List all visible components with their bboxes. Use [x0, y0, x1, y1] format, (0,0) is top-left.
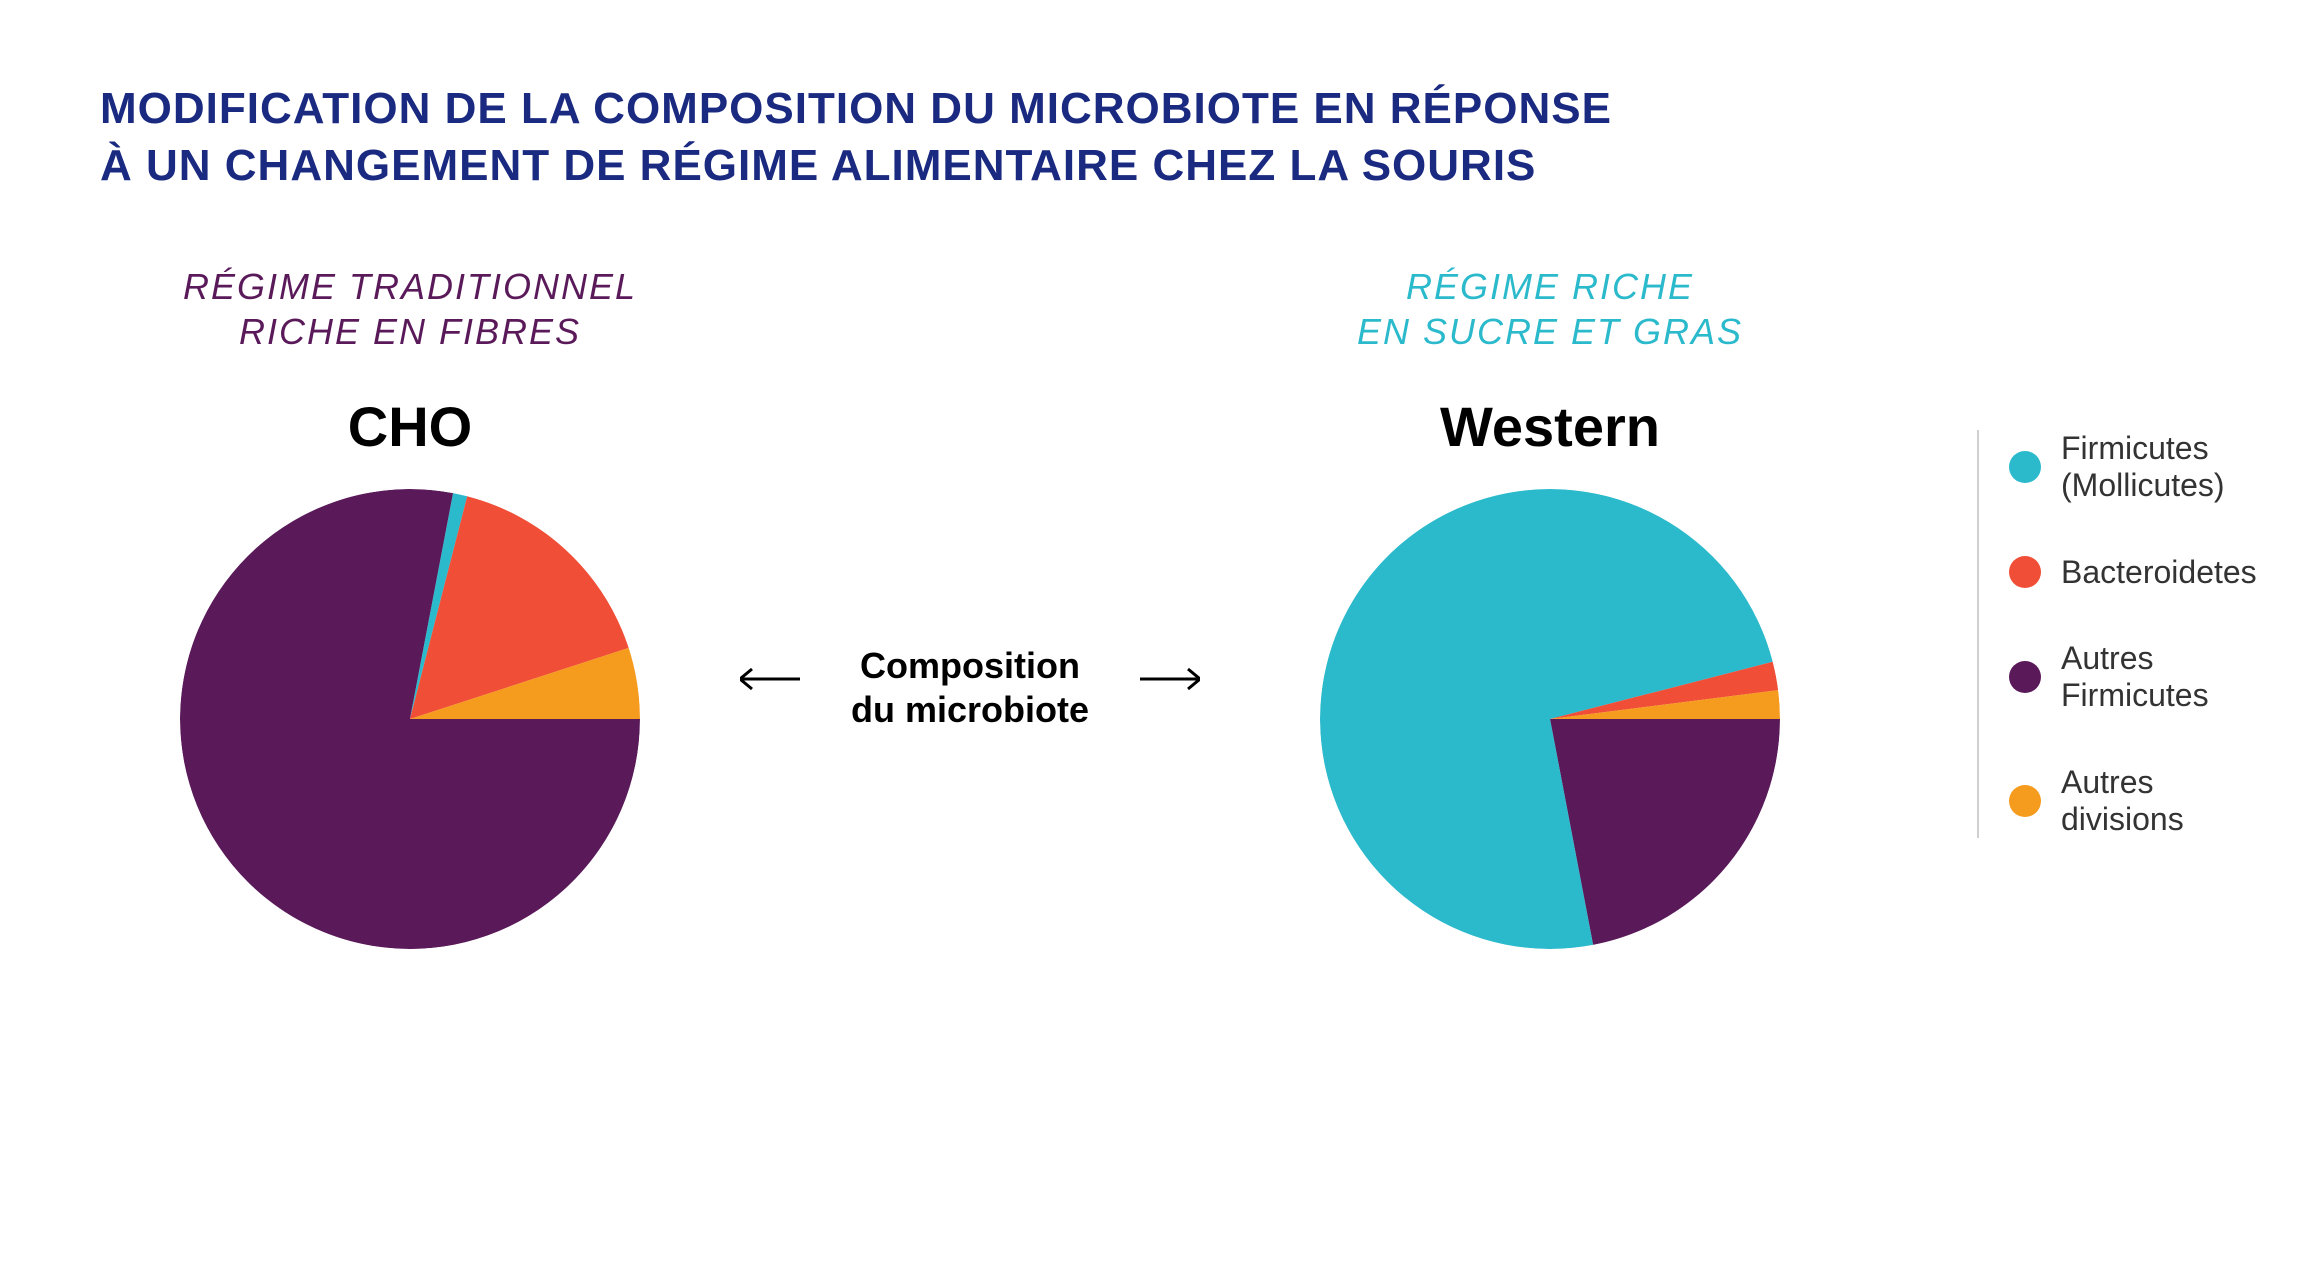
left-chart-label: CHO	[348, 394, 472, 459]
title-line-1: MODIFICATION DE LA COMPOSITION DU MICROB…	[100, 84, 1612, 133]
legend-item: Autres Firmicutes	[2009, 640, 2281, 714]
right-chart-block: RÉGIME RICHE EN SUCRE ET GRAS Western	[1240, 264, 1860, 949]
charts-row: RÉGIME TRADITIONNEL RICHE EN FIBRES CHO …	[100, 264, 2221, 949]
title-line-2: À UN CHANGEMENT DE RÉGIME ALIMENTAIRE CH…	[100, 141, 1536, 190]
legend-item: Firmicutes (Mollicutes)	[2009, 430, 2281, 504]
legend-swatch	[2009, 556, 2041, 588]
left-subtitle-line-2: RICHE EN FIBRES	[239, 311, 581, 352]
legend-swatch	[2009, 451, 2041, 483]
legend-swatch	[2009, 661, 2041, 693]
right-chart-label: Western	[1440, 394, 1660, 459]
left-subtitle-line-1: RÉGIME TRADITIONNEL	[183, 266, 637, 307]
page-title: MODIFICATION DE LA COMPOSITION DU MICROB…	[100, 80, 2221, 194]
left-chart-block: RÉGIME TRADITIONNEL RICHE EN FIBRES CHO	[100, 264, 720, 949]
arrows-svg	[740, 634, 1200, 724]
legend-label: Autres Firmicutes	[2061, 640, 2281, 714]
legend: Firmicutes (Mollicutes) Bacteroidetes Autr…	[1977, 430, 2281, 838]
legend-label: Autres divisions	[2061, 764, 2281, 838]
legend-swatch	[2009, 785, 2041, 817]
legend-item: Autres divisions	[2009, 764, 2281, 838]
legend-label: Bacteroidetes	[2061, 554, 2257, 591]
right-subtitle-line-2: EN SUCRE ET GRAS	[1357, 311, 1743, 352]
right-subtitle-line-1: RÉGIME RICHE	[1406, 266, 1694, 307]
legend-item: Bacteroidetes	[2009, 554, 2281, 591]
right-pie-chart	[1320, 489, 1780, 949]
legend-label: Firmicutes (Mollicutes)	[2061, 430, 2281, 504]
right-subtitle: RÉGIME RICHE EN SUCRE ET GRAS	[1357, 264, 1743, 354]
center-block: Composition du microbiote	[740, 644, 1200, 730]
left-pie-chart	[180, 489, 640, 949]
left-subtitle: RÉGIME TRADITIONNEL RICHE EN FIBRES	[183, 264, 637, 354]
